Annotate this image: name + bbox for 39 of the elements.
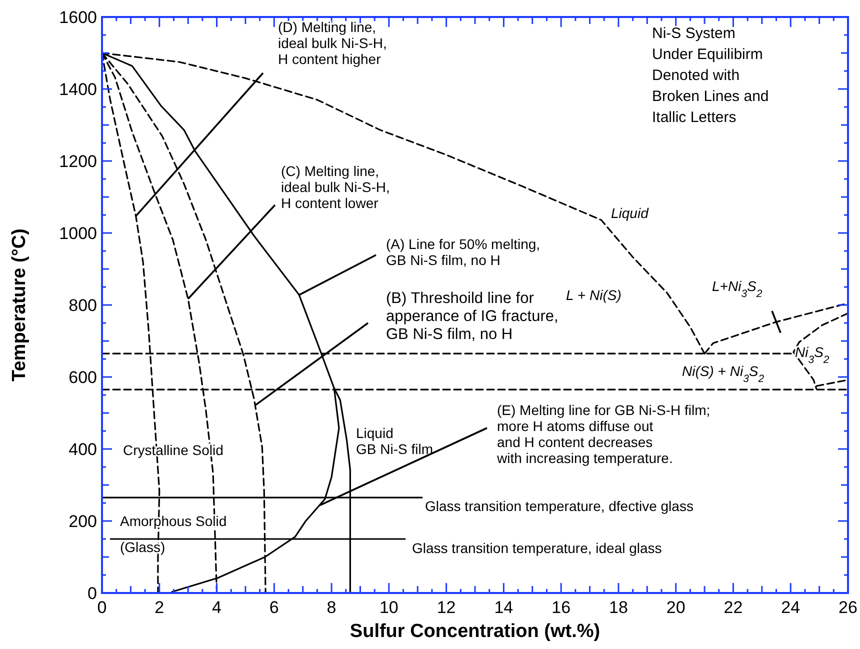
annotation: (A) Line for 50% melting, GB Ni-S film, no H: [386, 236, 540, 268]
x-tick-label: 6: [269, 598, 279, 617]
x-tick-label: 22: [724, 598, 743, 617]
annotation: Ni$_{3}$S$_{2}$: [795, 344, 830, 366]
x-tick-label: 10: [379, 598, 398, 617]
x-tick-label: 26: [838, 598, 858, 617]
annotation: L+Ni$_{3}$S$_{2}$: [712, 278, 762, 300]
annotation: Glass transition temperature, ideal glass: [412, 540, 662, 556]
annotation: Ni(S) + Ni$_{3}$S$_{2}$: [682, 363, 764, 385]
x-tick-label: 12: [436, 598, 456, 617]
annotation: (B) Threshoild line for apperance of IG fracture, GB Ni-S film, no H: [386, 290, 558, 343]
annotation: Liquid GB Ni-S film: [356, 425, 433, 457]
annotation: (E) Melting line for GB Ni-S-H film; more H atoms diffuse out and H content decreases with increasing temperature.: [496, 402, 710, 466]
x-tick-label: 14: [494, 598, 514, 617]
y-axis-title: Temperature (°C): [9, 228, 30, 382]
y-tick-label: 1600: [59, 8, 97, 27]
annotation: Crystalline Solid: [123, 442, 224, 458]
annotation: Ni-S System Under Equilibirm Denoted with Broken Lines and Itallic Letters: [652, 25, 769, 126]
y-tick-label: 600: [68, 368, 97, 387]
x-tick-label: 24: [781, 598, 800, 617]
annotation: Glass transition temperature, dfective glass: [425, 498, 694, 514]
y-tick-label: 800: [68, 296, 97, 315]
x-axis-title: Sulfur Concentration (wt.%): [350, 621, 600, 642]
annotation: (C) Melting line, ideal bulk Ni-S-H, H content lower: [281, 163, 390, 211]
y-tick-label: 1400: [59, 80, 97, 99]
annotation: L + Ni(S): [566, 287, 622, 303]
x-tick-label: 2: [154, 598, 164, 617]
y-tick-label: 1000: [59, 224, 97, 243]
y-tick-label: 0: [88, 584, 97, 603]
x-tick-label: 20: [666, 598, 686, 617]
y-tick-label: 1200: [59, 152, 97, 171]
y-tick-label: 200: [68, 512, 97, 531]
x-tick-label: 16: [552, 598, 571, 617]
annotation: Liquid: [611, 205, 650, 221]
x-tick-label: 8: [326, 598, 336, 617]
y-tick-label: 400: [68, 440, 97, 459]
annotation: (D) Melting line, ideal bulk Ni-S-H, H content higher: [278, 19, 387, 67]
x-tick-label: 18: [609, 598, 628, 617]
x-tick-label: 4: [212, 598, 222, 617]
